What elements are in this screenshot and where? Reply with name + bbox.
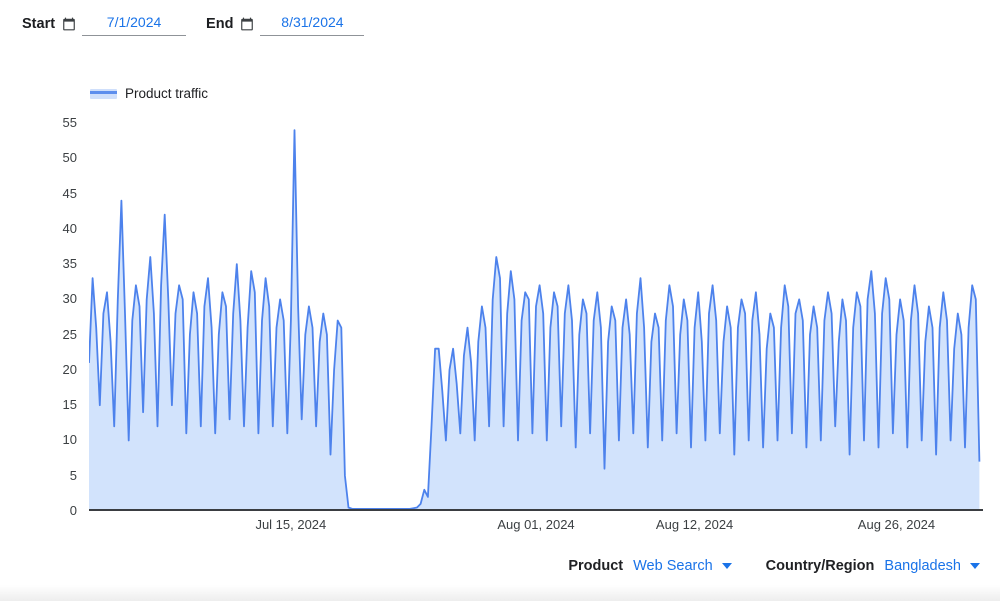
y-tick-label: 0: [69, 503, 77, 518]
y-tick-label: 20: [62, 361, 77, 377]
legend-label: Product traffic: [125, 86, 209, 101]
y-tick-label: 10: [62, 432, 77, 448]
calendar-icon[interactable]: [240, 17, 254, 31]
y-tick-label: 25: [62, 326, 77, 342]
y-tick-label: 55: [62, 115, 77, 130]
x-tick-label: Aug 01, 2024: [497, 517, 575, 532]
country-dropdown[interactable]: Bangladesh: [884, 556, 980, 576]
x-tick-label: Aug 26, 2024: [857, 517, 936, 532]
start-date-input[interactable]: [82, 12, 187, 36]
x-tick-label: Aug 12, 2024: [655, 517, 734, 532]
chevron-down-icon: [970, 563, 980, 569]
y-tick-label: 40: [62, 220, 77, 236]
product-dropdown[interactable]: Web Search: [633, 556, 732, 576]
country-filter-label: Country/Region: [765, 558, 875, 574]
y-tick-label: 35: [62, 256, 77, 272]
start-date-group: Start: [22, 12, 187, 36]
product-dropdown-value: Web Search: [633, 558, 713, 574]
chart-plot[interactable]: [89, 123, 983, 512]
y-tick-label: 50: [62, 150, 77, 166]
calendar-icon[interactable]: [62, 17, 76, 31]
end-date-label: End: [206, 16, 234, 32]
chevron-down-icon: [721, 563, 732, 569]
product-filter-group: Product Web Search: [568, 556, 732, 576]
legend-swatch-icon: [90, 88, 117, 99]
filter-controls: Product Web Search Country/Region Bangla…: [568, 556, 980, 576]
y-tick-label: 5: [69, 467, 77, 483]
y-tick-label: 15: [62, 397, 77, 413]
end-date-group: End: [206, 12, 365, 36]
chart-legend: Product traffic: [90, 86, 208, 101]
country-dropdown-value: Bangladesh: [884, 558, 961, 574]
x-tick-label: Jul 15, 2024: [255, 517, 327, 532]
date-range-controls: Start End: [22, 12, 365, 36]
end-date-input[interactable]: [260, 12, 365, 36]
x-axis-line: [89, 509, 983, 511]
bottom-fade-divider: [0, 585, 1000, 601]
country-filter-group: Country/Region Bangladesh: [766, 556, 980, 576]
product-filter-label: Product: [568, 558, 624, 574]
y-tick-label: 45: [62, 185, 77, 201]
start-date-label: Start: [22, 16, 56, 32]
y-tick-label: 30: [62, 291, 77, 307]
